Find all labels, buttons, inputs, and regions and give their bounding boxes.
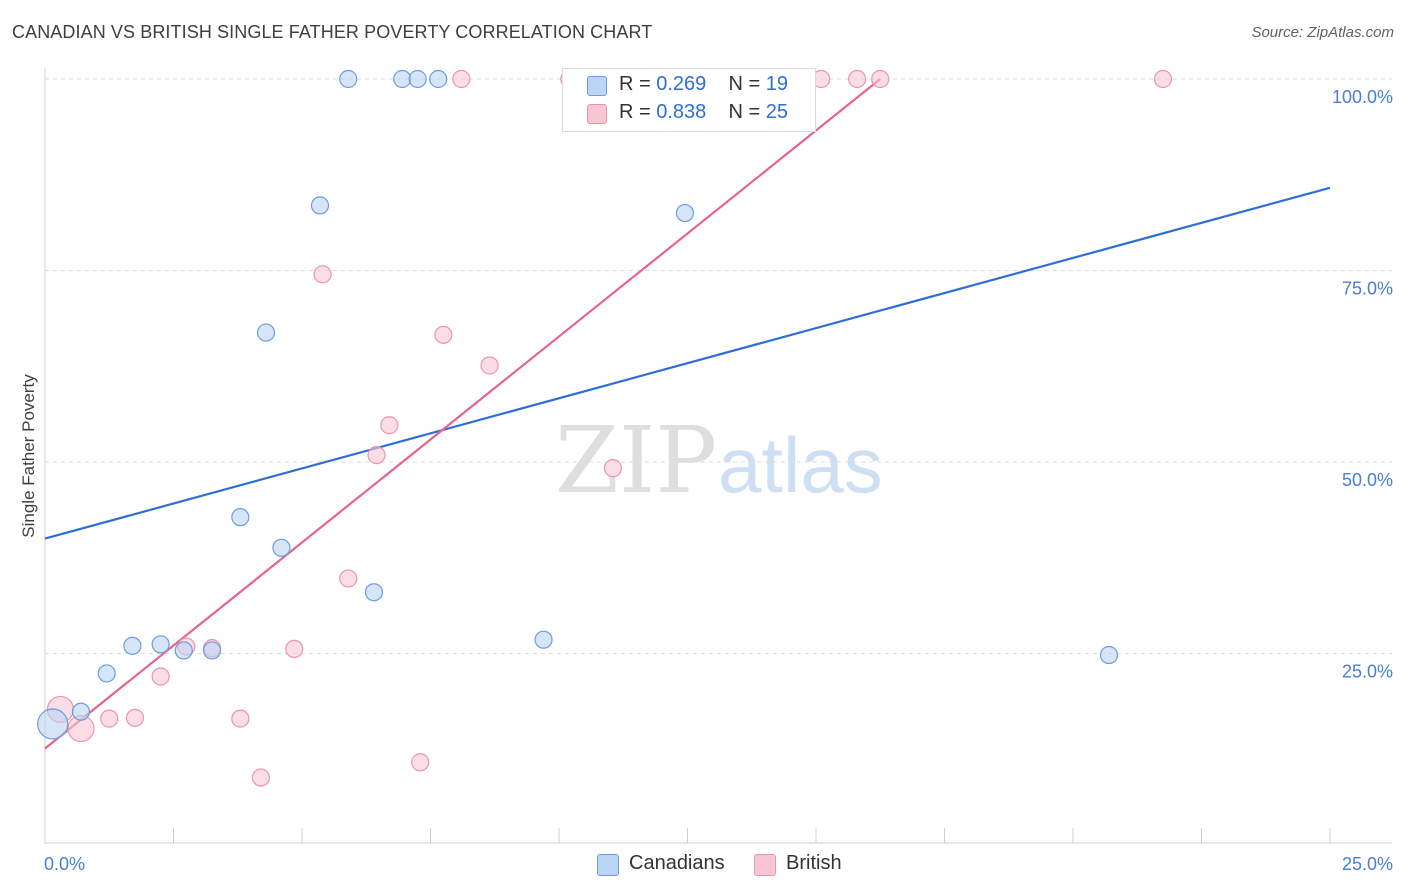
watermark-zip: ZIP [555, 407, 717, 514]
n-label: N = [728, 73, 761, 95]
british-r-value: 0.838 [656, 101, 707, 123]
x-tick-label: 0.0% [44, 854, 85, 874]
y-tick-label: 25.0% [1342, 662, 1393, 682]
gridlines [45, 78, 1392, 654]
canadians-legend-label: Canadians [629, 852, 725, 874]
canadians-point [310, 196, 330, 215]
stats-legend: R = 0.269 N = 19 R = 0.838 N = 25 [562, 68, 816, 132]
canadians-point [393, 69, 412, 89]
canadians-point [202, 641, 222, 660]
canadians-r-value: 0.269 [656, 73, 707, 95]
british-legend-label: British [786, 852, 842, 874]
y-tick-label: 100.0% [1332, 87, 1393, 107]
british-point [871, 69, 890, 89]
canadians-point [408, 69, 427, 89]
british-swatch [587, 104, 607, 124]
british-point [339, 569, 358, 588]
british-point [151, 667, 170, 686]
canadians-swatch [587, 76, 607, 96]
canadians-point [71, 702, 91, 721]
canadians-legend-swatch [597, 854, 619, 876]
canadians-point [97, 664, 116, 683]
r-label: R = [619, 73, 651, 95]
british-point [480, 356, 499, 375]
british-point [251, 768, 270, 787]
y-tick-label: 50.0% [1342, 470, 1393, 490]
source-label: Source: ZipAtlas.com [1251, 24, 1394, 41]
trend-lines [44, 78, 1331, 750]
british-point [411, 753, 430, 772]
canadians-point [37, 708, 69, 740]
british-point [125, 708, 145, 727]
canadians-point [534, 630, 553, 649]
y-axis-label: Single Father Poverty [19, 374, 38, 538]
british-point [848, 69, 867, 89]
y-tick-label: 75.0% [1342, 279, 1393, 299]
british-point [1153, 69, 1173, 89]
british-point [367, 446, 386, 465]
canadians-trend-line [44, 186, 1331, 540]
y-tick-labels: 25.0% 50.0% 75.0% 100.0% [1332, 87, 1393, 682]
british-n-value: 25 [765, 101, 789, 123]
canadians-point [364, 583, 384, 602]
watermark-atlas: atlas [718, 421, 883, 509]
canadians-point [429, 69, 448, 89]
british-point [603, 459, 623, 478]
x-tick-labels: 0.0% 25.0% [44, 854, 1393, 874]
canadians-point [272, 538, 291, 557]
canadians-point [123, 636, 142, 655]
british-legend-swatch [754, 854, 776, 876]
british-point [100, 709, 119, 728]
british-point [452, 69, 471, 89]
canadians-point [231, 508, 250, 527]
british-trend-line [44, 78, 881, 750]
canadians-point [151, 635, 170, 654]
data-points [37, 69, 1173, 787]
canadians-point [339, 69, 358, 89]
r-label: R = [619, 101, 651, 123]
canadians-point [675, 203, 695, 223]
british-point [434, 325, 453, 344]
x-tick-label: 25.0% [1342, 854, 1393, 874]
british-point [285, 639, 304, 659]
canadians-point [174, 641, 193, 660]
n-label: N = [728, 101, 761, 123]
chart-title: CANADIAN VS BRITISH SINGLE FATHER POVERT… [12, 22, 653, 42]
british-point [231, 709, 250, 728]
british-point [380, 416, 399, 435]
canadians-point [256, 323, 276, 342]
british-point [313, 265, 332, 284]
canadians-point [1099, 645, 1119, 665]
canadians-n-value: 19 [765, 73, 789, 95]
